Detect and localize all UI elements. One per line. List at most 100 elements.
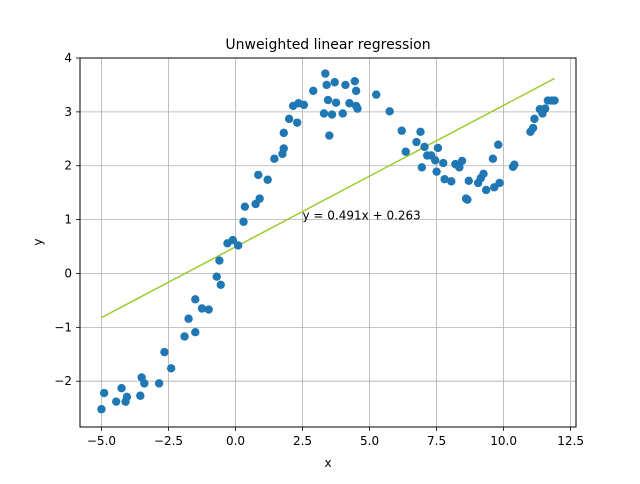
x-tick-label: 10.0 — [490, 434, 517, 448]
regression-equation-annotation: y = 0.491x + 0.263 — [303, 209, 421, 223]
fit-line-layer — [101, 77, 555, 319]
y-tick-label: 4 — [64, 51, 72, 65]
y-tick-label: 0 — [64, 266, 72, 280]
data-point — [494, 140, 503, 149]
y-tick-label: −2 — [54, 374, 72, 388]
data-point — [540, 104, 550, 113]
data-point — [309, 86, 318, 96]
data-point — [204, 305, 213, 314]
data-point — [240, 202, 250, 211]
y-tick-label: 3 — [64, 105, 72, 119]
x-tick-label: −2.5 — [154, 434, 183, 448]
data-point — [184, 314, 193, 323]
data-point — [323, 95, 333, 105]
data-point — [212, 272, 221, 281]
data-point — [432, 167, 441, 176]
data-point — [455, 163, 464, 172]
data-point — [279, 128, 288, 138]
data-point — [440, 175, 449, 184]
data-point — [412, 137, 421, 147]
x-tick-label: 12.5 — [557, 434, 584, 448]
data-point — [353, 104, 362, 113]
data-point — [530, 114, 539, 124]
data-point — [416, 127, 425, 136]
data-point — [299, 100, 309, 110]
data-point — [166, 364, 176, 373]
scatter-points — [97, 69, 559, 414]
data-point — [216, 280, 225, 289]
regression-fit-line — [101, 77, 555, 319]
data-point — [228, 235, 238, 245]
data-point — [447, 177, 456, 186]
data-point — [180, 332, 189, 341]
data-point — [481, 185, 491, 195]
data-point — [479, 169, 488, 179]
y-tick-label: 2 — [64, 159, 72, 173]
data-point — [351, 86, 361, 96]
data-point — [97, 405, 106, 414]
y-axis-label: y — [31, 238, 45, 245]
y-tick-label: 1 — [64, 213, 72, 227]
data-point — [136, 391, 145, 400]
data-point — [338, 109, 347, 118]
y-axis-ticks: −2 −1 0 1 2 3 4 — [54, 51, 80, 388]
data-point — [284, 114, 294, 124]
data-point — [239, 217, 248, 226]
data-point — [117, 384, 126, 393]
data-point — [197, 304, 207, 313]
data-point — [385, 107, 394, 116]
plot-frame — [79, 57, 577, 428]
data-point — [457, 156, 467, 166]
data-point — [331, 98, 341, 107]
data-point — [191, 295, 200, 304]
x-tick-label: 5.0 — [360, 434, 379, 448]
data-point — [122, 392, 132, 402]
data-point — [495, 178, 504, 188]
data-point — [464, 176, 473, 186]
data-point — [397, 126, 406, 135]
data-point — [550, 96, 559, 105]
data-point — [254, 170, 263, 180]
data-point — [528, 123, 538, 133]
data-point — [327, 110, 337, 119]
data-point — [279, 144, 288, 153]
data-point — [433, 143, 443, 153]
data-point — [292, 118, 302, 127]
data-point — [191, 327, 200, 337]
data-point — [255, 194, 264, 203]
data-point — [350, 76, 360, 86]
x-axis-label: x — [324, 456, 331, 470]
data-point — [215, 256, 224, 265]
data-point — [321, 69, 330, 78]
x-tick-label: 7.5 — [427, 434, 446, 448]
data-point — [325, 131, 334, 140]
data-point — [420, 142, 429, 152]
data-point — [401, 147, 410, 156]
data-point — [160, 347, 169, 357]
data-point — [510, 160, 519, 169]
data-point — [154, 379, 164, 388]
data-point — [417, 163, 427, 172]
y-tick-label: −1 — [54, 320, 72, 334]
x-axis-ticks: −5.0 −2.5 0.0 2.5 5.0 7.5 10.0 12.5 — [87, 427, 584, 448]
x-tick-label: −5.0 — [87, 434, 116, 448]
data-point — [439, 158, 448, 168]
data-point — [140, 379, 149, 388]
data-point — [263, 175, 272, 184]
x-tick-label: 0.0 — [226, 434, 245, 448]
data-point — [99, 388, 109, 398]
x-tick-label: 2.5 — [293, 434, 312, 448]
data-point — [345, 99, 354, 108]
grid — [80, 57, 576, 427]
data-point — [233, 241, 243, 250]
data-point — [270, 154, 279, 163]
chart-title: Unweighted linear regression — [225, 37, 430, 53]
data-point — [111, 397, 121, 406]
data-point — [463, 195, 472, 204]
data-point — [330, 78, 339, 87]
data-point — [341, 80, 350, 90]
data-point — [372, 90, 381, 99]
